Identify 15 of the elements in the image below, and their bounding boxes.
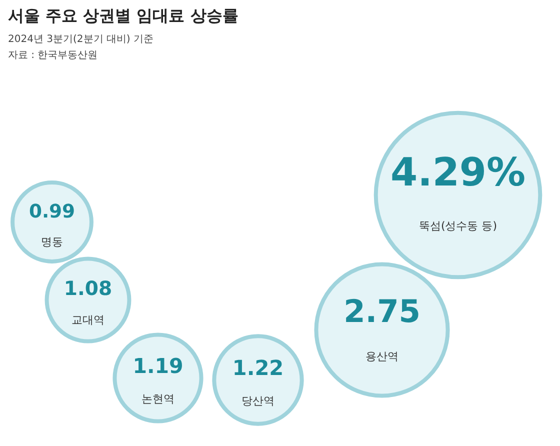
category-label: 논현역 [142,392,174,406]
category-label: 교대역 [72,314,104,327]
text: 2024년 3분기(2분기 대비) 기준 [8,34,154,45]
data-label: 1.19 [132,354,184,378]
data-label: 0.99 [28,201,76,222]
category-label: 용산역 [366,350,398,364]
text: 서울 주요 상권별 임대료 상승률 [8,6,238,25]
data-label: 1.22 [232,356,284,380]
text: 자료 : 한국부동산원 [8,50,98,61]
category-label: 뚝섬(성수동 등) [418,219,498,232]
data-label: 4.29% [390,150,526,196]
category-label: 명동 [41,235,63,248]
data-label: 2.75 [344,294,420,330]
category-label: 당산역 [242,394,274,408]
data-label: 1.08 [64,277,112,300]
